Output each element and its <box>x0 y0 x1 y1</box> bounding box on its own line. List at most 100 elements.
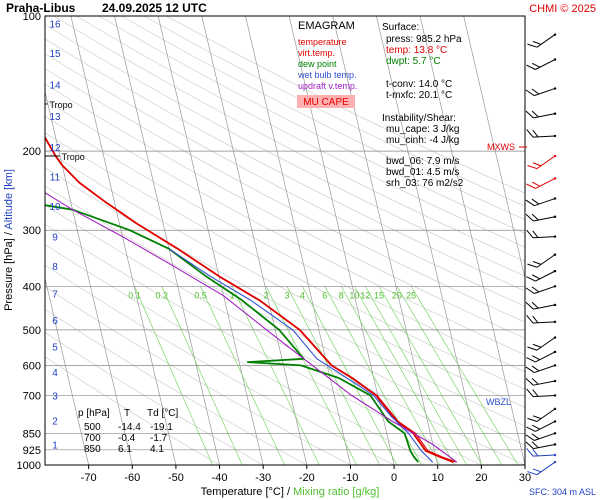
sfc-label: SFC: 304 m ASL <box>529 487 596 497</box>
barb-flag <box>526 388 534 397</box>
barb-dot <box>553 443 557 446</box>
barb-shaft <box>533 135 556 138</box>
series-line-1 <box>45 136 457 463</box>
barb-flag <box>526 129 534 138</box>
barb-flag <box>531 181 541 187</box>
wind-barb-icon <box>526 177 557 189</box>
wind-barb-icon <box>525 110 557 119</box>
wind-barb-icon <box>525 377 557 386</box>
altitude-tick-label: 8 <box>52 262 58 273</box>
surface-info-line: srh_03: 76 m2/s2 <box>386 178 464 189</box>
tropopause-label: Tropo <box>62 152 85 162</box>
series-line-2 <box>45 204 419 463</box>
y-tick-label: 1000 <box>17 460 41 472</box>
barb-flag <box>525 213 534 222</box>
barb-flag <box>531 377 539 385</box>
barb-shaft <box>533 216 556 222</box>
table-header: Td [°C] <box>147 408 178 419</box>
barb-dot <box>553 134 557 138</box>
isotherm <box>419 16 525 465</box>
isotherm <box>70 16 177 465</box>
surface-info-line: bwd_01: 4.5 m/s <box>386 167 459 178</box>
barb-flag <box>531 424 541 430</box>
y-axis-label: Pressure [hPa] / Altitude [km] <box>3 169 15 311</box>
x-tick-label: 30 <box>519 472 531 484</box>
barb-flag <box>531 433 540 440</box>
x-axis-title: Temperature [°C] / Mixing ratio [g/kg] <box>201 486 380 498</box>
surface-info-line: t-conv: 14.0 °C <box>386 79 452 90</box>
x-axis-label: Temperature [°C] / Mixing ratio [g/kg] <box>201 486 380 498</box>
mixing-ratio-label: 0.2 <box>155 290 168 300</box>
level-table: p [hPa] T Td [°C] 500 -14.4 -19.1 700 -0.4 -1.7 8… <box>78 408 178 455</box>
wind-barb-icon <box>526 388 557 398</box>
altitude-tick-label: 13 <box>49 112 61 123</box>
wind-barb-icon <box>525 432 557 441</box>
barb-flag <box>532 230 539 238</box>
isotherm <box>45 276 89 465</box>
sounding-datetime: 24.09.2025 12 UTC <box>102 1 207 15</box>
barb-shaft <box>536 254 556 268</box>
altitude-tick-label: 16 <box>49 20 61 31</box>
barb-dot <box>553 303 557 307</box>
barb-flag <box>525 441 534 450</box>
y-axis-title: Pressure [hPa] / Altitude [km] <box>3 169 15 311</box>
surface-info-line: press: 985.2 hPa <box>386 34 462 45</box>
surface-info-line: dwpt: 5.7 °C <box>386 56 441 67</box>
mixing-ratio-line <box>231 286 320 465</box>
axes-layer: TropoTropo100200300400500600700850925100… <box>17 11 532 484</box>
wbzl-label: WBZL <box>486 397 511 407</box>
axis-label-part: Temperature [°C] <box>201 486 284 498</box>
barb-dot <box>553 379 557 383</box>
mixing-ratio-label: 0.5 <box>194 290 207 300</box>
isotherm <box>288 16 395 465</box>
altitude-tick-label: 14 <box>49 80 61 91</box>
altitude-tick-label: 3 <box>52 391 58 402</box>
axis-label-part: Mixing ratio [g/kg] <box>293 486 379 498</box>
mixing-ratio-line <box>161 286 243 465</box>
dry-adiabat <box>76 16 525 248</box>
wind-barb-icon <box>525 197 557 207</box>
altitude-tick-label: 9 <box>52 233 58 244</box>
mixing-ratio-label: 8 <box>339 290 344 300</box>
table-cell: -19.1 <box>150 422 173 433</box>
barb-flag <box>532 261 542 265</box>
barb-dot <box>553 269 557 273</box>
wind-barb-icon <box>527 336 557 351</box>
wind-barbs <box>525 33 557 476</box>
barb-shaft <box>534 285 556 294</box>
table-cell: -1.7 <box>150 433 168 444</box>
y-tick-label: 700 <box>23 390 41 402</box>
wind-barb-icon <box>526 315 557 324</box>
dry-adiabat <box>45 83 525 339</box>
isotherm <box>114 16 220 465</box>
barb-shaft <box>534 198 556 207</box>
barb-dot <box>553 87 557 90</box>
barb-dot <box>553 197 557 200</box>
y-tick-label: 300 <box>23 225 41 237</box>
x-tick-label: 10 <box>432 472 444 484</box>
barb-dot <box>553 407 557 411</box>
wind-barb-icon <box>526 420 557 432</box>
barb-flag <box>525 378 534 386</box>
barb-dot <box>553 320 557 324</box>
barb-flag <box>527 43 538 48</box>
x-tick-label: 0 <box>391 472 397 484</box>
barb-dot <box>553 420 557 423</box>
mu-cape-badge-bg <box>297 95 355 108</box>
barb-shaft <box>535 421 556 432</box>
dry-adiabat <box>98 16 525 234</box>
barb-flag <box>531 355 541 361</box>
axis-label-part: / <box>284 486 293 498</box>
barb-shaft <box>535 177 556 189</box>
barb-shaft <box>533 454 556 457</box>
mixing-ratio-label: 3 <box>284 290 289 300</box>
barb-dot <box>553 177 557 180</box>
barb-flag <box>531 62 541 68</box>
barb-flag <box>531 286 540 293</box>
dry-adiabat <box>45 132 525 390</box>
mixing-ratio-label: 12 <box>360 290 370 300</box>
barb-flag <box>525 366 535 373</box>
barb-dot <box>553 253 557 256</box>
altitude-tick-label: 6 <box>52 316 58 327</box>
